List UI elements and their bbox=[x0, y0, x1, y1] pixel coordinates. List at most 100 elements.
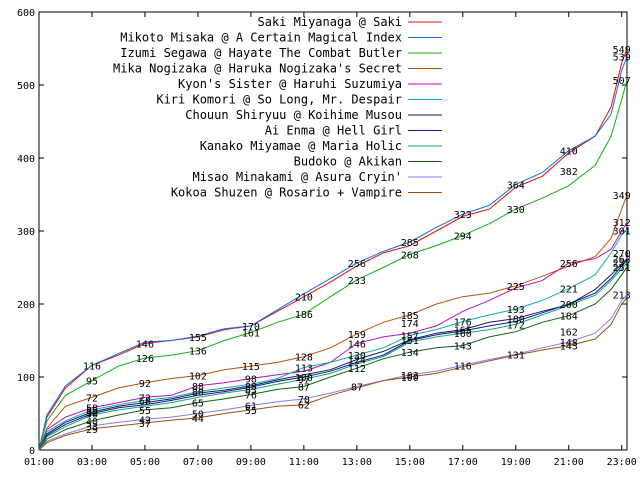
series-line-2 bbox=[38, 56, 628, 451]
data-label: 186 bbox=[295, 310, 313, 321]
data-label: 29 bbox=[86, 425, 98, 436]
data-label: 50 bbox=[192, 410, 204, 421]
data-label: 58 bbox=[86, 404, 98, 415]
data-label: 37 bbox=[139, 419, 151, 430]
data-label: 143 bbox=[454, 342, 472, 353]
legend-entry-label: Kokoa Shuzen @ Rosario + Vampire bbox=[171, 186, 402, 200]
legend-entry-label: Ai Enma @ Hell Girl bbox=[265, 124, 402, 138]
legend-entry-label: Izumi Segawa @ Hayate The Combat Butler bbox=[120, 46, 402, 60]
data-label: 176 bbox=[454, 318, 472, 329]
data-label: 184 bbox=[560, 312, 578, 323]
data-label: 134 bbox=[401, 348, 419, 359]
series-line-9 bbox=[38, 262, 628, 451]
data-label: 143 bbox=[560, 342, 578, 353]
data-label: 115 bbox=[242, 362, 260, 373]
x-tick-label: 05:00 bbox=[130, 457, 160, 468]
data-label: 72 bbox=[86, 393, 98, 404]
data-label: 221 bbox=[560, 285, 578, 296]
data-label: 180 bbox=[507, 315, 525, 326]
data-label: 55 bbox=[86, 406, 98, 417]
legend-entry-label: Mikoto Misaka @ A Certain Magical Index bbox=[120, 31, 402, 45]
data-label: 262 bbox=[613, 255, 631, 266]
x-tick-label: 03:00 bbox=[77, 457, 107, 468]
data-label: 225 bbox=[507, 282, 525, 293]
data-label: 136 bbox=[189, 347, 207, 358]
data-label: 161 bbox=[242, 328, 260, 339]
legend-entry-label: Chouun Shiryuu @ Koihime Musou bbox=[185, 108, 402, 122]
x-tick-label: 01:00 bbox=[24, 457, 54, 468]
y-tick-label: 200 bbox=[17, 300, 35, 311]
data-label: 160 bbox=[454, 329, 472, 340]
data-label: 80 bbox=[192, 388, 204, 399]
legend: Saki Miyanaga @ Saki Mikoto Misaka @ A Ce… bbox=[113, 15, 442, 200]
legend-entry-label: Saki Miyanaga @ Saki bbox=[258, 15, 403, 29]
series-line-8 bbox=[38, 259, 628, 451]
data-label: 87 bbox=[351, 382, 363, 393]
data-label: 172 bbox=[507, 320, 525, 331]
series-line-11 bbox=[38, 294, 628, 451]
data-label: 55 bbox=[245, 406, 257, 417]
y-tick-label: 500 bbox=[17, 81, 35, 92]
data-label: 40 bbox=[86, 417, 98, 428]
data-label: 349 bbox=[613, 191, 631, 202]
data-label: 270 bbox=[613, 249, 631, 260]
data-label: 159 bbox=[348, 330, 366, 341]
data-label: 50 bbox=[86, 410, 98, 421]
data-label: 131 bbox=[507, 350, 525, 361]
data-label: 200 bbox=[560, 300, 578, 311]
data-label: 193 bbox=[507, 305, 525, 316]
series-line-10 bbox=[38, 266, 628, 451]
data-label: 88 bbox=[245, 382, 257, 393]
data-label: 126 bbox=[136, 354, 154, 365]
data-label: 87 bbox=[298, 382, 310, 393]
data-label: 102 bbox=[189, 372, 207, 383]
data-label: 128 bbox=[295, 353, 313, 364]
x-tick-label: 23:00 bbox=[607, 457, 637, 468]
data-label: 92 bbox=[139, 379, 151, 390]
data-label: 42 bbox=[139, 415, 151, 426]
data-label: 112 bbox=[348, 364, 366, 375]
data-label: 33 bbox=[86, 422, 98, 433]
data-label: 285 bbox=[401, 238, 419, 249]
legend-entry-label: Misao Minakami @ Asura Cryin' bbox=[192, 170, 402, 184]
data-label: 68 bbox=[139, 396, 151, 407]
data-label: 210 bbox=[295, 293, 313, 304]
data-label: 165 bbox=[454, 326, 472, 337]
y-tick-label: 100 bbox=[17, 373, 35, 384]
data-label: 155 bbox=[189, 333, 207, 344]
x-tick-label: 19:00 bbox=[501, 457, 531, 468]
legend-entry-label: Kanako Miyamae @ Maria Holic bbox=[200, 139, 402, 153]
data-label: 323 bbox=[454, 210, 472, 221]
data-label: 65 bbox=[192, 399, 204, 410]
data-label: 213 bbox=[613, 291, 631, 302]
x-tick-label: 07:00 bbox=[183, 457, 213, 468]
data-label: 268 bbox=[401, 250, 419, 261]
data-label: 312 bbox=[613, 218, 631, 229]
series-lines bbox=[38, 48, 628, 451]
data-label: 83 bbox=[245, 385, 257, 396]
data-label: 233 bbox=[348, 276, 366, 287]
series-line-1 bbox=[38, 48, 628, 451]
y-tick-label: 0 bbox=[29, 446, 35, 457]
data-label: 62 bbox=[298, 401, 310, 412]
x-tick-label: 11:00 bbox=[289, 457, 319, 468]
x-tick-label: 09:00 bbox=[236, 457, 266, 468]
data-label: 76 bbox=[245, 391, 257, 402]
y-tick-label: 600 bbox=[17, 8, 35, 19]
data-label: 88 bbox=[192, 382, 204, 393]
data-labels: 1169572585552504033291461269272685542371… bbox=[83, 45, 631, 436]
data-label: 301 bbox=[613, 226, 631, 237]
data-label: 549 bbox=[613, 45, 631, 56]
data-label: 61 bbox=[245, 401, 257, 412]
legend-entry-label: Kiri Komori @ So Long, Mr. Despair bbox=[156, 93, 402, 107]
data-label: 97 bbox=[298, 375, 310, 386]
series-line-4 bbox=[38, 195, 628, 451]
legend-entry-label: Budoko @ Akikan bbox=[294, 155, 402, 169]
data-label: 170 bbox=[242, 322, 260, 333]
x-tick-label: 15:00 bbox=[395, 457, 425, 468]
data-label: 251 bbox=[613, 263, 631, 274]
data-label: 257 bbox=[613, 258, 631, 269]
data-label: 124 bbox=[348, 355, 366, 366]
data-label: 185 bbox=[401, 311, 419, 322]
data-label: 113 bbox=[295, 364, 313, 375]
